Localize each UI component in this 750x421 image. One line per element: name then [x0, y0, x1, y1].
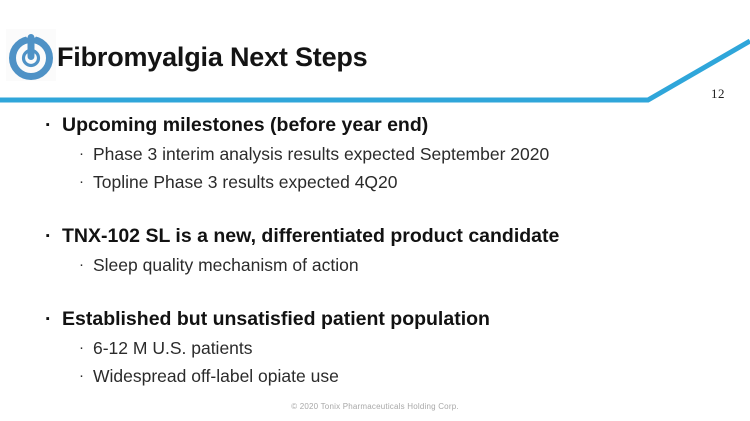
bullet-marker-icon: · — [79, 367, 84, 384]
copyright-footer: © 2020 Tonix Pharmaceuticals Holding Cor… — [291, 402, 459, 411]
bullet-level1-text: Established but unsatisfied patient popu… — [62, 308, 490, 330]
bullet-level2-text: 6-12 M U.S. patients — [93, 338, 253, 358]
bullet-level1: · Upcoming milestones (before year end) — [0, 112, 750, 138]
bullet-marker-icon: · — [79, 145, 84, 162]
bullet-level2-text: Sleep quality mechanism of action — [93, 255, 359, 275]
power-symbol-icon — [9, 32, 53, 80]
bullet-level1: · Established but unsatisfied patient po… — [0, 306, 750, 332]
bullet-level2: · Topline Phase 3 results expected 4Q20 — [0, 168, 750, 196]
bullet-marker-icon: · — [79, 339, 84, 356]
slide-body: · Upcoming milestones (before year end) … — [0, 112, 750, 390]
bullet-level2-text: Phase 3 interim analysis results expecte… — [93, 144, 550, 164]
bullet-marker-icon: · — [45, 308, 52, 330]
bullet-level2-text: Topline Phase 3 results expected 4Q20 — [93, 172, 398, 192]
bullet-level1-text: TNX-102 SL is a new, differentiated prod… — [62, 225, 560, 247]
tonix-logo — [6, 29, 56, 81]
bullet-level2: · Widespread off-label opiate use — [0, 362, 750, 390]
bullet-level1-text: Upcoming milestones (before year end) — [62, 114, 429, 136]
bullet-marker-icon: · — [45, 225, 52, 247]
bullet-marker-icon: · — [45, 114, 52, 136]
bullet-level1: · TNX-102 SL is a new, differentiated pr… — [0, 223, 750, 249]
page-number: 12 — [711, 86, 725, 101]
bullet-group: · TNX-102 SL is a new, differentiated pr… — [0, 223, 750, 279]
bullet-level2: · Sleep quality mechanism of action — [0, 251, 750, 279]
bullet-level2: · Phase 3 interim analysis results expec… — [0, 140, 750, 168]
bullet-marker-icon: · — [79, 173, 84, 190]
page-title: Fibromyalgia Next Steps — [57, 42, 368, 72]
bullet-marker-icon: · — [79, 256, 84, 273]
bullet-group: · Established but unsatisfied patient po… — [0, 306, 750, 390]
bullet-group: · Upcoming milestones (before year end) … — [0, 112, 750, 196]
bullet-level2: · 6-12 M U.S. patients — [0, 334, 750, 362]
bullet-level2-text: Widespread off-label opiate use — [93, 366, 339, 386]
